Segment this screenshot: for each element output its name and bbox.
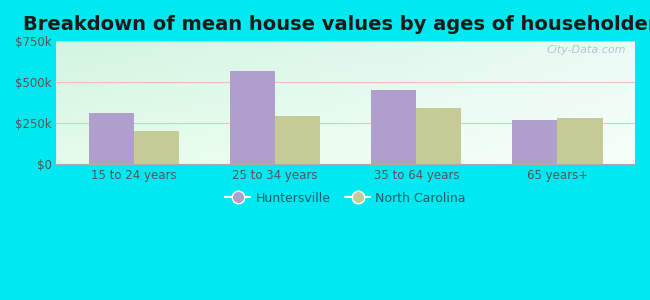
Text: City-Data.com: City-Data.com bbox=[547, 45, 627, 55]
Legend: Huntersville, North Carolina: Huntersville, North Carolina bbox=[220, 187, 471, 210]
Bar bbox=[416, 108, 462, 164]
Bar bbox=[512, 120, 558, 164]
Bar bbox=[89, 113, 134, 164]
Bar bbox=[558, 118, 603, 164]
Bar bbox=[230, 71, 275, 164]
Title: Breakdown of mean house values by ages of householders: Breakdown of mean house values by ages o… bbox=[23, 15, 650, 34]
Bar bbox=[371, 89, 416, 164]
Bar bbox=[134, 131, 179, 164]
Bar bbox=[275, 116, 320, 164]
